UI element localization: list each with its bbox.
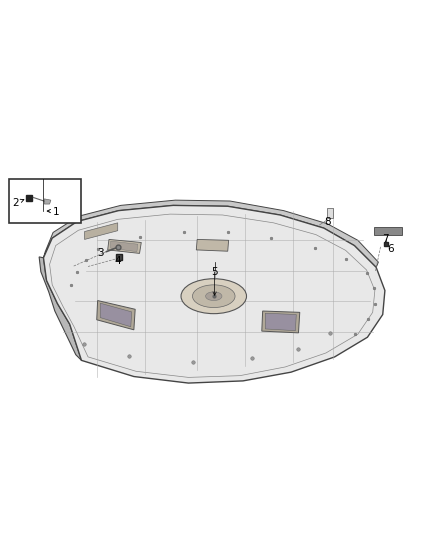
Polygon shape <box>43 205 385 383</box>
Polygon shape <box>196 239 229 251</box>
Polygon shape <box>108 239 141 253</box>
Polygon shape <box>85 223 118 239</box>
Polygon shape <box>374 227 403 235</box>
Text: 4: 4 <box>114 256 121 266</box>
Bar <box>10 179 81 223</box>
Text: 8: 8 <box>324 217 331 227</box>
Polygon shape <box>43 200 378 268</box>
Ellipse shape <box>205 292 222 301</box>
Text: 5: 5 <box>211 266 218 277</box>
Polygon shape <box>262 311 300 333</box>
Text: 7: 7 <box>382 235 389 245</box>
Polygon shape <box>97 301 135 330</box>
Text: 1: 1 <box>53 207 60 217</box>
Polygon shape <box>100 303 132 327</box>
Ellipse shape <box>181 279 247 313</box>
Text: 6: 6 <box>387 244 393 254</box>
Text: 3: 3 <box>97 248 103 259</box>
Polygon shape <box>39 257 81 360</box>
Text: 2: 2 <box>13 198 19 208</box>
Polygon shape <box>111 241 138 252</box>
Polygon shape <box>327 207 333 217</box>
Ellipse shape <box>192 285 235 308</box>
Polygon shape <box>44 199 51 204</box>
Polygon shape <box>265 313 296 330</box>
